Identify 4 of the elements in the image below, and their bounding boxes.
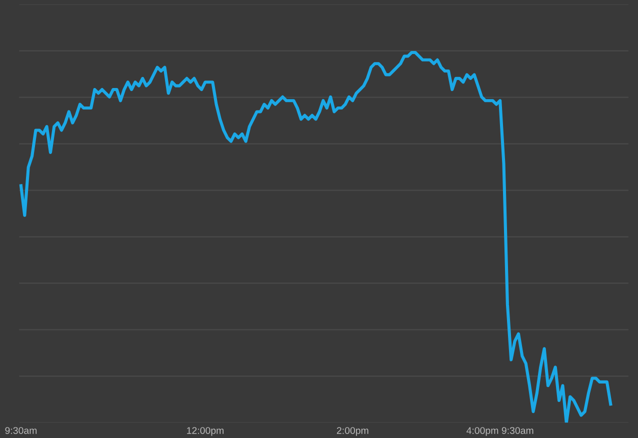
x-tick-label: 2:00pm xyxy=(336,427,368,436)
x-tick-label: 4:00pm 9:30am xyxy=(466,427,534,436)
x-tick-label: 9:30am xyxy=(5,427,37,434)
x-tick-label: 12:00pm xyxy=(187,427,224,436)
